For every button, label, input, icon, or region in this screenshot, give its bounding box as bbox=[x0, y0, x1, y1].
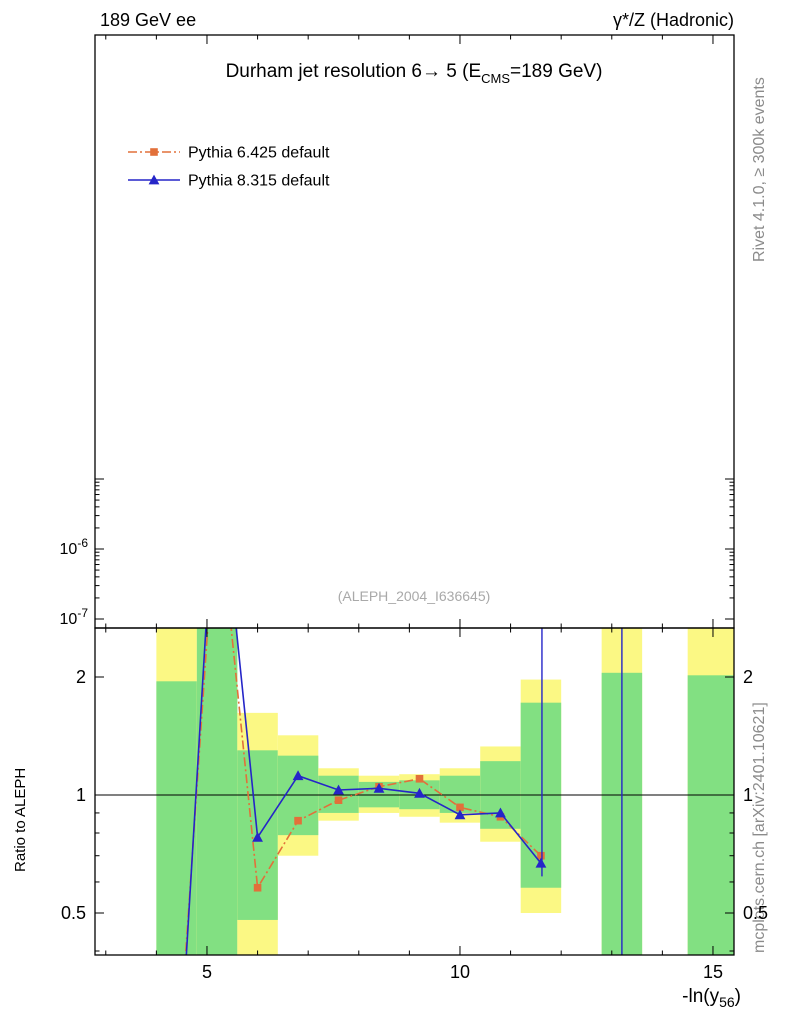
ratio-tick-label-right: 1 bbox=[743, 785, 753, 805]
ratio-tick-label-left: 1 bbox=[76, 785, 86, 805]
marker-triangle bbox=[292, 770, 304, 781]
beam-energy-label: 189 GeV ee bbox=[100, 10, 196, 30]
ratio-tick-label-left: 2 bbox=[76, 667, 86, 687]
marker-square bbox=[294, 816, 302, 825]
legend-label: Pythia 6.425 default bbox=[188, 145, 330, 162]
plot-title: Durham jet resolution 6→ 5 (ECMS=189 GeV… bbox=[226, 61, 603, 86]
band-stat-uncertainty bbox=[196, 628, 238, 955]
main-y-tick-label: 10-6 bbox=[60, 536, 89, 558]
mcplots-source-note: mcplots.cern.ch [arXiv:2401.10621] bbox=[751, 702, 768, 953]
legend-marker-square bbox=[150, 148, 158, 156]
x-tick-label: 15 bbox=[703, 962, 723, 982]
marker-triangle bbox=[454, 809, 466, 820]
marker-triangle bbox=[373, 782, 385, 793]
marker-triangle bbox=[535, 857, 547, 868]
series-line-1 bbox=[185, 628, 542, 955]
rivet-version-note: Rivet 4.1.0, ≥ 300k events bbox=[751, 77, 768, 262]
marker-square bbox=[415, 774, 424, 783]
ratio-tick-label-right: 2 bbox=[743, 667, 753, 687]
marker-square bbox=[253, 883, 262, 892]
legend-label: Pythia 8.315 default bbox=[188, 173, 330, 190]
legend-marker-triangle bbox=[148, 174, 160, 185]
x-tick-labels: 5 10 15 bbox=[202, 962, 723, 982]
marker-square bbox=[456, 803, 464, 812]
ratio-tick-label-right: 0.5 bbox=[743, 903, 768, 923]
main-y-tick-labels: 10-6 10-7 bbox=[60, 536, 89, 628]
marker-triangle bbox=[495, 807, 506, 818]
marker-triangle bbox=[252, 831, 263, 842]
legend: Pythia 6.425 default Pythia 8.315 default bbox=[128, 145, 330, 190]
marker-triangle bbox=[414, 787, 425, 798]
process-label: γ*/Z (Hadronic) bbox=[613, 10, 734, 30]
analysis-id-watermark: (ALEPH_2004_I636645) bbox=[338, 588, 491, 604]
x-axis-label: -ln(y56) bbox=[682, 986, 741, 1010]
uncertainty-bands bbox=[156, 628, 734, 955]
ratio-y-tick-labels: 2 2 1 1 0.5 0.5 bbox=[61, 667, 768, 923]
marker-square bbox=[537, 851, 545, 860]
marker-square bbox=[334, 796, 343, 804]
main-y-tick-label: 10-7 bbox=[60, 606, 89, 628]
mc-series bbox=[184, 628, 623, 955]
axis-ticks bbox=[95, 35, 734, 955]
x-tick-label: 5 bbox=[202, 962, 212, 982]
marker-triangle bbox=[333, 784, 344, 795]
x-tick-label: 10 bbox=[450, 962, 470, 982]
ratio-axis-label: Ratio to ALEPH bbox=[12, 768, 29, 872]
series-line-0 bbox=[184, 628, 542, 955]
main-panel-frame bbox=[94, 34, 735, 629]
band-stat-uncertainty bbox=[156, 681, 197, 955]
ratio-tick-label-left: 0.5 bbox=[61, 903, 86, 923]
band-stat-uncertainty bbox=[687, 675, 734, 955]
ratio-panel-frame bbox=[94, 627, 735, 956]
